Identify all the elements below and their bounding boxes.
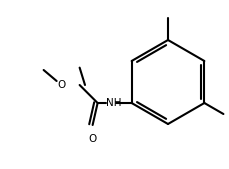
Text: O: O <box>88 134 96 144</box>
Text: NH: NH <box>105 98 121 108</box>
Text: O: O <box>57 80 65 90</box>
